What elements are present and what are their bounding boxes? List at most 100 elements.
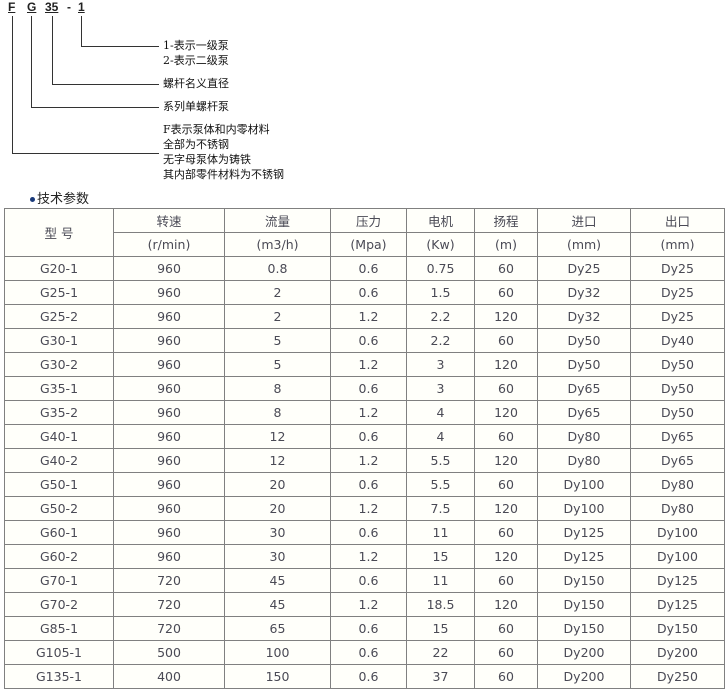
table-cell: 960 [113,424,225,449]
table-cell: 0.6 [330,472,407,497]
table-cell: 120 [474,544,538,569]
table-row: G35-1 960 8 0.6 3 60 Dy65 Dy50 [4,376,725,401]
table-cell: Dy50 [630,352,725,377]
table-cell: Dy150 [630,616,725,641]
table-cell: 0.75 [406,256,475,281]
note-material: F表示泵体和内零材料 全部为不锈钢 无字母泵体为铸铁 其内部零件材料为不锈钢 [163,122,284,182]
table-cell: 150 [224,664,331,689]
table-cell: Dy25 [630,304,725,329]
note-line: 全部为不锈钢 [163,138,229,151]
note-diameter: 螺杆名义直径 [163,77,229,90]
code-letter-f: F [8,0,16,14]
connector-line [12,16,13,154]
table-cell: 0.6 [330,520,407,545]
table-cell: 15 [406,616,475,641]
header-cell: (m) [474,232,538,257]
note-series: 系列单螺杆泵 [163,100,229,113]
table-cell: 2 [224,280,331,305]
table-cell: 22 [406,640,475,665]
header-cell: (m3/h) [224,232,331,257]
table-cell: G135-1 [4,664,114,689]
table-cell: 960 [113,496,225,521]
table-row: G70-1 720 45 0.6 11 60 Dy150 Dy125 [4,568,725,593]
table-cell: 0.8 [224,256,331,281]
table-cell: 20 [224,496,331,521]
table-cell: 12 [224,424,331,449]
table-cell: 0.6 [330,616,407,641]
table-cell: 960 [113,352,225,377]
table-cell: 960 [113,328,225,353]
table-cell: 960 [113,376,225,401]
table-cell: 65 [224,616,331,641]
connector-line [31,16,32,108]
table-cell: Dy200 [537,640,631,665]
table-cell: 120 [474,448,538,473]
code-letter-g: G [27,0,37,14]
header-cell: (mm) [537,232,631,257]
table-cell: Dy65 [630,424,725,449]
header-cell: 型 号 [4,208,114,257]
section-title-text: 技术参数 [37,192,90,207]
table-cell: 4 [406,424,475,449]
table-cell: G35-2 [4,400,114,425]
table-cell: 45 [224,592,331,617]
table-cell: G30-1 [4,328,114,353]
table-cell: Dy100 [630,544,725,569]
table-cell: 1.2 [330,352,407,377]
table-cell: 30 [224,544,331,569]
table-cell: Dy32 [537,280,631,305]
table-row: G40-2 960 12 1.2 5.5 120 Dy80 Dy65 [4,448,725,473]
table-cell: 0.6 [330,376,407,401]
table-cell: 8 [224,376,331,401]
table-cell: 720 [113,592,225,617]
table-cell: 45 [224,568,331,593]
table-cell: 400 [113,664,225,689]
table-cell: 5.5 [406,448,475,473]
note-line: 无字母泵体为铸铁 [163,153,251,166]
table-cell: 960 [113,544,225,569]
table-cell: Dy65 [630,448,725,473]
section-title: 技术参数 [30,188,89,207]
header-cell: 转速 [113,208,225,233]
table-cell: Dy80 [537,424,631,449]
table-cell: 3 [406,352,475,377]
header-cell: (mm) [630,232,725,257]
table-cell: 60 [474,424,538,449]
table-row: G20-1 960 0.8 0.6 0.75 60 Dy25 Dy25 [4,256,725,281]
table-cell: G40-2 [4,448,114,473]
table-cell: Dy40 [630,328,725,353]
table-cell: 960 [113,256,225,281]
table-cell: 960 [113,520,225,545]
table-cell: Dy100 [537,472,631,497]
table-cell: Dy50 [630,400,725,425]
table-cell: 0.6 [330,280,407,305]
code-stage: 1 [78,0,85,14]
connector-line [81,46,159,47]
table-cell: Dy125 [537,544,631,569]
table-cell: 3 [406,376,475,401]
table-cell: 720 [113,568,225,593]
table-cell: 1.2 [330,544,407,569]
table-cell: 120 [474,592,538,617]
connector-line [52,16,53,85]
table-cell: 11 [406,568,475,593]
table-cell: G60-2 [4,544,114,569]
table-row: G25-2 960 2 1.2 2.2 120 Dy32 Dy25 [4,304,725,329]
table-cell: 1.2 [330,400,407,425]
table-cell: 1.2 [330,496,407,521]
table-cell: Dy100 [537,496,631,521]
code-separator: - [67,0,71,14]
table-cell: Dy50 [537,352,631,377]
note-line: 1-表示一级泵 [163,39,229,52]
table-cell: 2.2 [406,328,475,353]
connector-line [31,107,159,108]
table-row: G40-1 960 12 0.6 4 60 Dy80 Dy65 [4,424,725,449]
table-cell: G50-2 [4,496,114,521]
table-cell: 960 [113,280,225,305]
table-row: G135-1 400 150 0.6 37 60 Dy200 Dy250 [4,664,725,689]
table-cell: 11 [406,520,475,545]
table-cell: Dy25 [630,256,725,281]
table-row: G50-1 960 20 0.6 5.5 60 Dy100 Dy80 [4,472,725,497]
table-cell: 15 [406,544,475,569]
table-cell: G60-1 [4,520,114,545]
